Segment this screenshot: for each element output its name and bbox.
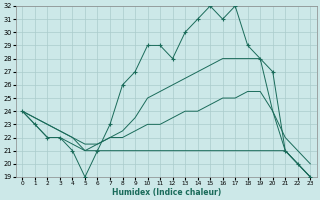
X-axis label: Humidex (Indice chaleur): Humidex (Indice chaleur) bbox=[112, 188, 221, 197]
